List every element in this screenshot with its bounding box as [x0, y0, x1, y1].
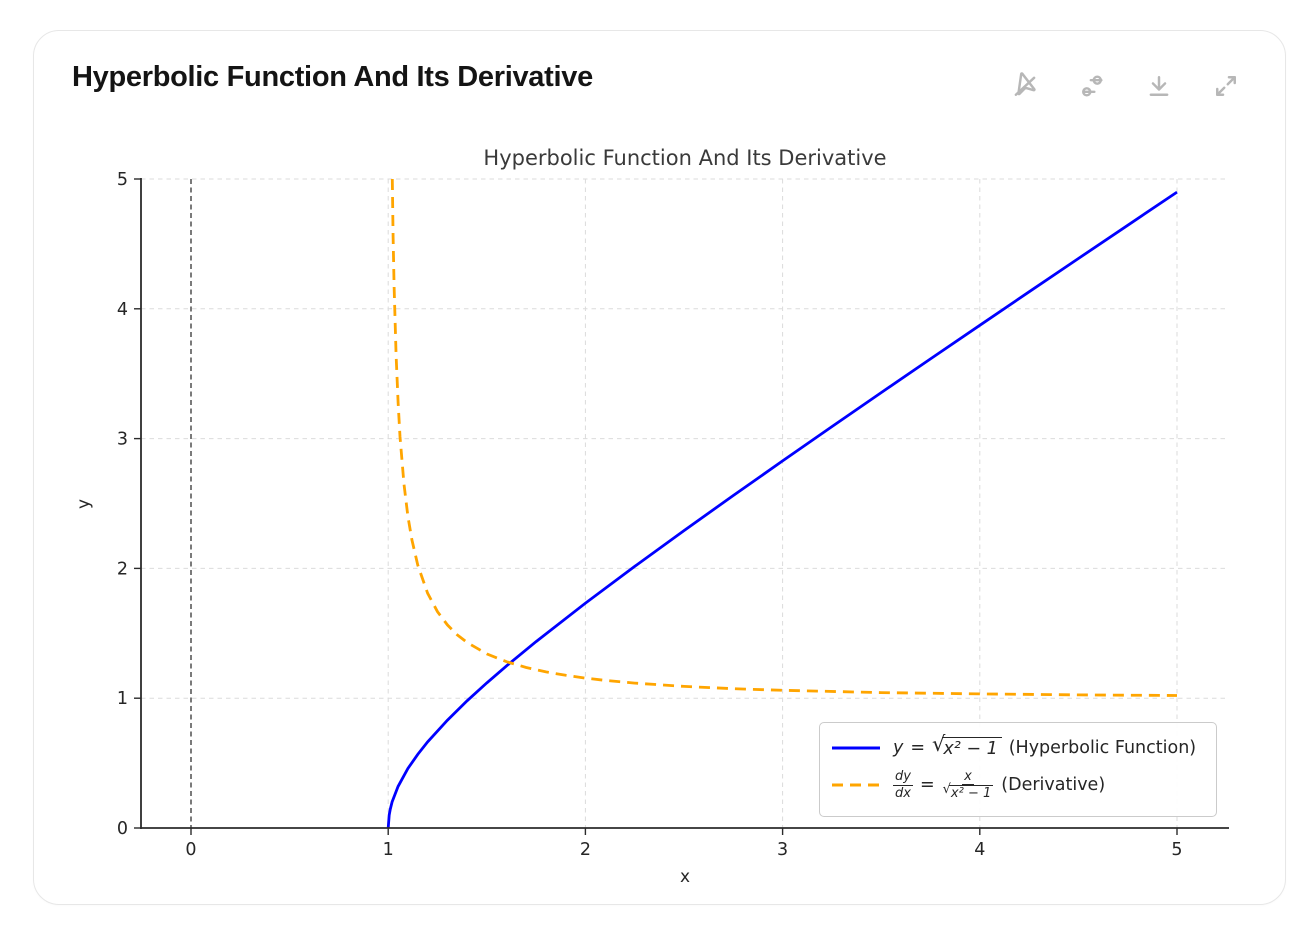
chart-title: Hyperbolic Function And Its Derivative: [483, 146, 887, 170]
y-tick-label: 3: [117, 430, 128, 450]
x-tick-label: 1: [383, 840, 394, 860]
y-axis-label: y: [74, 498, 94, 510]
toolbar: [1010, 71, 1241, 101]
y-tick-label: 2: [117, 559, 128, 579]
download-button[interactable]: [1144, 71, 1174, 101]
filter-sliders-button[interactable]: [1077, 71, 1107, 101]
expand-icon: [1216, 76, 1236, 96]
legend-swatch-solid: [832, 746, 880, 750]
y-tick-label: 4: [117, 300, 128, 320]
x-tick-label: 0: [185, 840, 196, 860]
expand-button[interactable]: [1211, 71, 1241, 101]
filter-sliders-icon: [1082, 75, 1103, 97]
interactivity-off-button[interactable]: [1010, 71, 1040, 101]
chart-card: Hyperbolic Function And Its Derivative: [33, 30, 1286, 905]
download-icon: [1149, 76, 1169, 96]
plot-svg: 0 1 2 3 4 5 0 1 2 3 4 5: [117, 170, 1229, 860]
legend-label-derivative: dy dx = x √ x² − 1 (Derivative): [893, 768, 1106, 802]
x-tick-label: 3: [777, 840, 788, 860]
y-tick-label: 0: [117, 819, 128, 839]
y-tick-label: 1: [117, 689, 128, 709]
legend-label-function: y = √ x² − 1 (Hyperbolic Function): [893, 731, 1197, 759]
legend: y = √ x² − 1 (Hyperbolic Function) dy dx =…: [819, 722, 1217, 817]
series-line-0: [386, 190, 1178, 829]
x-axis-label: x: [679, 867, 691, 887]
legend-item-function: y = √ x² − 1 (Hyperbolic Function): [832, 731, 1204, 759]
interactivity-off-icon: [1014, 72, 1036, 96]
x-tick-label: 5: [1171, 840, 1182, 860]
x-tick-label: 2: [580, 840, 591, 860]
legend-swatch-dashed: [832, 783, 880, 787]
y-tick-label: 5: [117, 170, 128, 190]
page-title: Hyperbolic Function And Its Derivative: [72, 61, 593, 93]
x-tick-label: 4: [974, 840, 985, 860]
legend-item-derivative: dy dx = x √ x² − 1 (Derivative): [832, 769, 1204, 802]
series-line-1: [390, 178, 1178, 697]
